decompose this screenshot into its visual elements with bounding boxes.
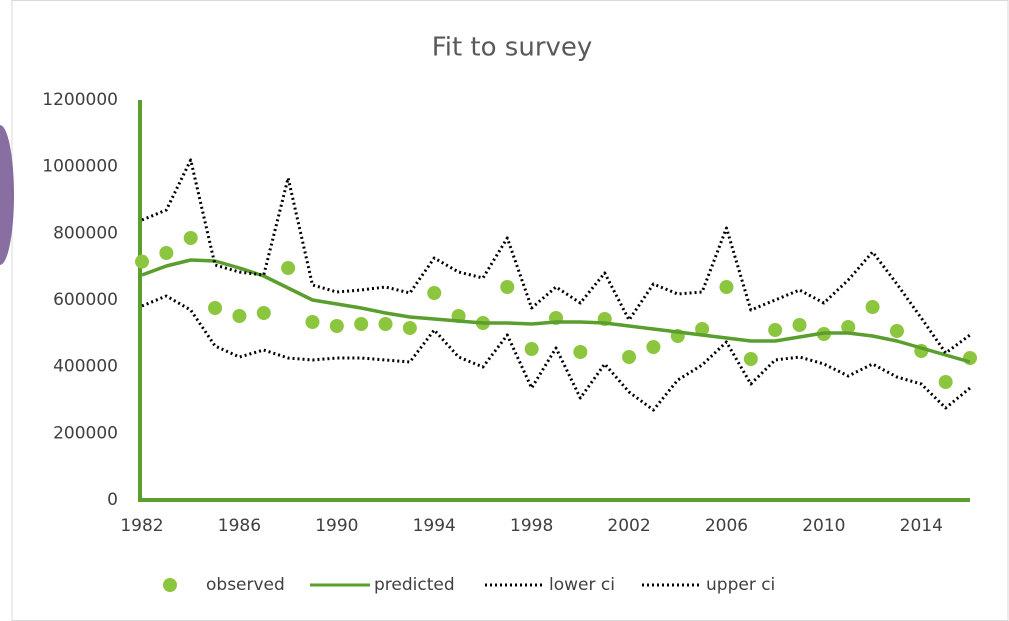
- legend-label: observed: [206, 575, 285, 595]
- observed-point: [963, 351, 977, 365]
- legend-label: upper ci: [706, 575, 775, 595]
- x-tick-label: 2002: [607, 516, 650, 536]
- background-image-fragment: [0, 125, 14, 265]
- y-tick-label: 0: [107, 490, 118, 510]
- x-tick-label: 2006: [705, 516, 748, 536]
- observed-point: [208, 301, 223, 315]
- observed-point: [719, 280, 734, 294]
- chart-border: [11, 0, 1009, 621]
- observed-point: [646, 340, 661, 354]
- observed-point: [743, 352, 758, 366]
- y-tick-label: 1000000: [42, 157, 118, 177]
- observed-point: [695, 322, 710, 336]
- x-tick-label: 1994: [413, 516, 456, 536]
- ci-line: [141, 158, 971, 355]
- x-tick-label: 1998: [510, 516, 553, 536]
- observed-point: [402, 321, 417, 335]
- observed-point: [938, 375, 953, 389]
- ci-line: [141, 294, 971, 412]
- x-tick-label: 2014: [900, 516, 943, 536]
- legend-swatch: [163, 578, 177, 592]
- y-tick-label: 600000: [53, 290, 118, 310]
- predicted-line: [141, 258, 971, 364]
- observed-point: [524, 342, 539, 356]
- legend-label: predicted: [374, 575, 455, 595]
- y-tick-label: 400000: [53, 357, 118, 377]
- observed-point: [865, 300, 880, 314]
- observed-point: [183, 231, 198, 245]
- observed-point: [256, 306, 271, 320]
- observed-point: [159, 246, 174, 260]
- observed-point: [622, 350, 637, 364]
- observed-point: [329, 319, 344, 333]
- observed-point: [768, 323, 783, 337]
- x-tick-label: 2010: [802, 516, 845, 536]
- observed-point: [232, 309, 247, 323]
- x-tick-label: 1982: [120, 516, 163, 536]
- observed-point: [841, 320, 856, 334]
- observed-point: [378, 317, 393, 331]
- observed-point: [889, 324, 904, 338]
- observed-point: [792, 318, 807, 332]
- y-tick-label: 1200000: [42, 90, 118, 110]
- observed-point: [281, 261, 296, 275]
- observed-point: [305, 315, 320, 329]
- y-tick-label: 800000: [53, 223, 118, 243]
- observed-point: [427, 286, 442, 300]
- observed-point: [573, 345, 588, 359]
- chart-title: Fit to survey: [432, 33, 593, 63]
- observed-point: [135, 254, 149, 269]
- observed-point: [500, 280, 515, 294]
- observed-point: [354, 317, 369, 331]
- y-tick-label: 200000: [53, 423, 118, 443]
- legend-label: lower ci: [549, 575, 615, 595]
- x-tick-label: 1986: [218, 516, 261, 536]
- x-tick-label: 1990: [315, 516, 358, 536]
